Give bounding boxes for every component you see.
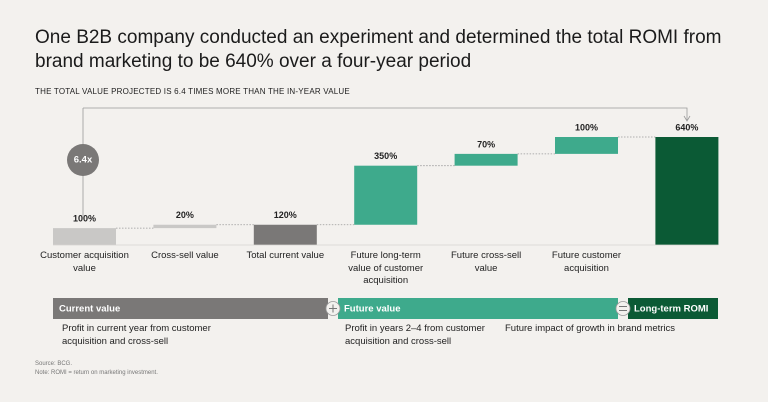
value-label: 100% [575,122,598,132]
phase-name: Long-term ROMI [634,304,708,315]
x-tick-label: Future cross-sell value [450,250,522,274]
bar [253,224,317,245]
x-tick-label: Customer acquisition value [40,250,129,274]
phase-band [53,298,328,319]
x-tick-label: Total current value [246,250,325,261]
x-tick-label: Future customer acquisition [551,250,622,274]
chart-title: One B2B company conducted an experiment … [35,27,722,72]
value-label: 120% [274,210,297,220]
plus-sign [329,304,337,313]
phase-description: Profit in years 2–4 from customer acquis… [345,323,485,347]
x-tick-label: Cross-sell value [151,250,219,261]
bar [655,137,719,245]
phase-name: Future value [344,304,401,315]
note: Note: ROMI = return on marketing investm… [35,370,158,376]
annotation-text: 6.4x [74,155,93,166]
equals-icon [615,301,631,316]
arrow-head [683,115,691,122]
equals-sign [619,306,627,311]
value-label: 640% [675,122,698,132]
phase-band [628,298,718,319]
phase-description: Future impact of growth in brand metrics [505,323,676,334]
bar [354,165,418,225]
chart-subtitle: THE TOTAL VALUE PROJECTED IS 6.4 TIMES M… [35,87,350,96]
bar [53,228,116,245]
bar [555,137,618,154]
phase-description: Profit in current year from customer acq… [62,323,211,347]
value-label: 100% [73,214,96,224]
annotation-circle [67,144,99,176]
phase-name: Current value [59,304,120,315]
bar [454,153,518,166]
x-tick-label: Future long-term value of customer acqui… [348,250,424,286]
value-label: 70% [477,139,495,149]
annotation-arrow [83,107,688,120]
value-label: 350% [374,151,397,161]
source: Source: BCG. [35,361,73,367]
bar [153,224,217,229]
value-label: 20% [176,210,194,220]
phase-band [338,298,618,319]
